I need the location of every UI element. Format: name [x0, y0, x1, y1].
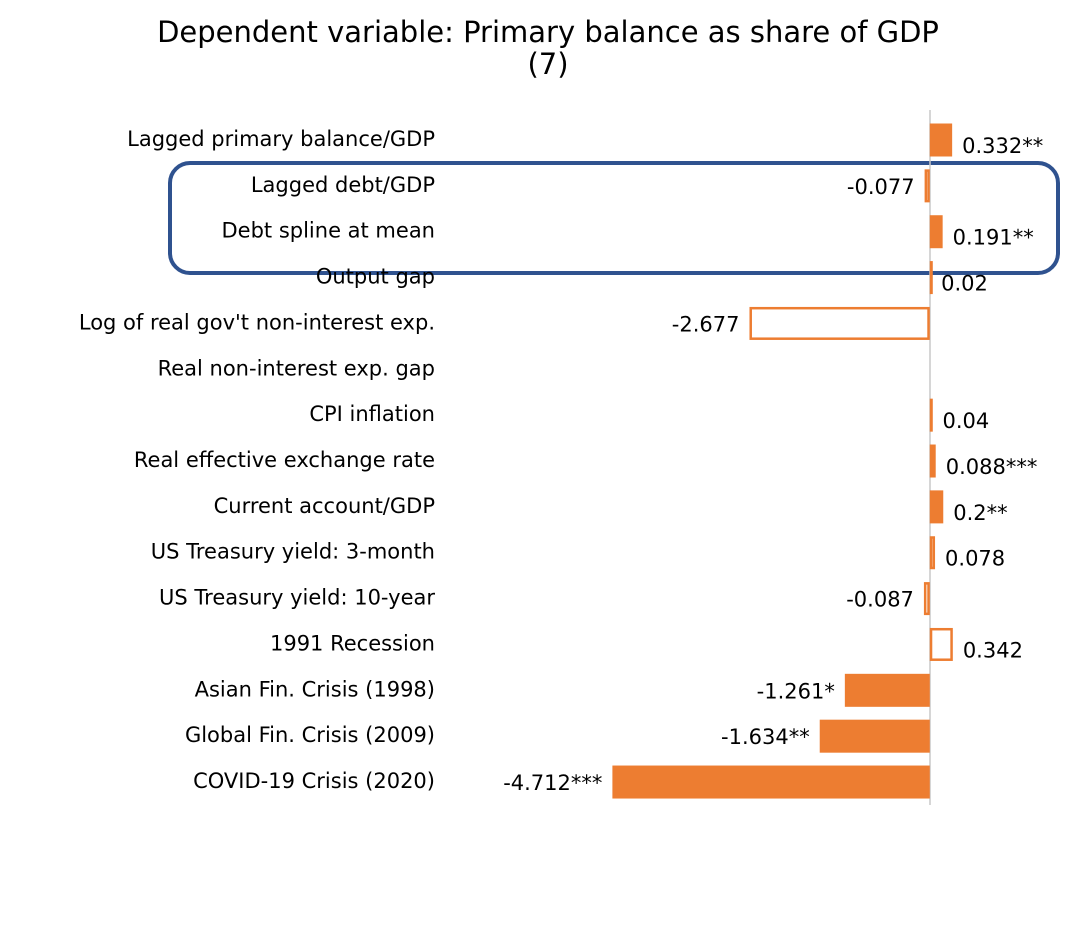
- category-label: Lagged debt/GDP: [251, 173, 435, 197]
- value-label: -4.712***: [503, 771, 602, 795]
- category-label: 1991 Recession: [270, 631, 435, 655]
- bar: [612, 765, 930, 799]
- bar: [929, 490, 944, 524]
- value-label: 0.088***: [946, 455, 1038, 479]
- category-label: Output gap: [316, 265, 435, 289]
- value-label: 0.078: [945, 547, 1005, 571]
- value-label: 0.2**: [953, 501, 1007, 525]
- bar: [929, 536, 936, 570]
- bar: [923, 582, 930, 616]
- bar: [929, 627, 953, 661]
- value-label: 0.332**: [962, 134, 1043, 158]
- category-label: COVID-19 Crisis (2020): [193, 769, 435, 793]
- bar: [929, 444, 936, 478]
- value-label: -1.261*: [757, 679, 835, 703]
- bar: [929, 215, 943, 249]
- category-label: US Treasury yield: 10-year: [159, 586, 435, 610]
- value-label: 0.04: [942, 409, 989, 433]
- bar: [819, 719, 930, 753]
- category-label: Debt spline at mean: [221, 219, 435, 243]
- value-label: -0.087: [846, 588, 914, 612]
- category-label: Real effective exchange rate: [134, 448, 435, 472]
- bar: [924, 169, 930, 203]
- category-label: Asian Fin. Crisis (1998): [195, 677, 435, 701]
- category-label: Current account/GDP: [214, 494, 435, 518]
- bar: [844, 673, 930, 707]
- category-label: US Treasury yield: 3-month: [151, 540, 435, 564]
- bar: [929, 398, 933, 432]
- chart-subtitle: (7): [527, 47, 568, 81]
- category-label: Lagged primary balance/GDP: [127, 127, 435, 151]
- bar: [929, 123, 953, 157]
- value-label: 0.191**: [953, 226, 1034, 250]
- chart-title: Dependent variable: Primary balance as s…: [157, 15, 939, 49]
- highlight-box: [168, 161, 1060, 275]
- category-label: CPI inflation: [309, 402, 435, 426]
- value-label: 0.02: [941, 272, 988, 296]
- value-label: 0.342: [963, 638, 1023, 662]
- bar: [929, 261, 933, 295]
- value-label: -2.677: [672, 312, 740, 336]
- value-label: -1.634**: [721, 725, 810, 749]
- category-label: Log of real gov't non-interest exp.: [79, 310, 435, 334]
- category-label: Real non-interest exp. gap: [158, 356, 435, 380]
- category-label: Global Fin. Crisis (2009): [185, 723, 435, 747]
- value-label: -0.077: [847, 175, 915, 199]
- bar: [749, 306, 930, 340]
